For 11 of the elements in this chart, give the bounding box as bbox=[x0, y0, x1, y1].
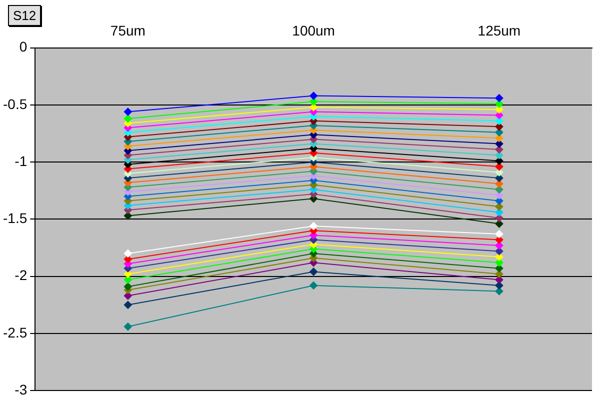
y-tick-label: -2.5 bbox=[3, 324, 28, 340]
y-tick-label: 0 bbox=[19, 38, 28, 55]
y-tick-label: -1 bbox=[14, 152, 28, 169]
y-tick-label: -0.5 bbox=[3, 96, 28, 112]
x-tick-label: 125um bbox=[478, 22, 521, 38]
y-tick-label: -2 bbox=[14, 267, 28, 284]
x-tick-label: 75um bbox=[110, 22, 146, 38]
chart-title: S12 bbox=[8, 5, 42, 26]
y-tick-label: -1.5 bbox=[3, 210, 28, 226]
y-tick-label: -3 bbox=[14, 381, 28, 398]
x-tick-label: 100um bbox=[292, 22, 335, 38]
